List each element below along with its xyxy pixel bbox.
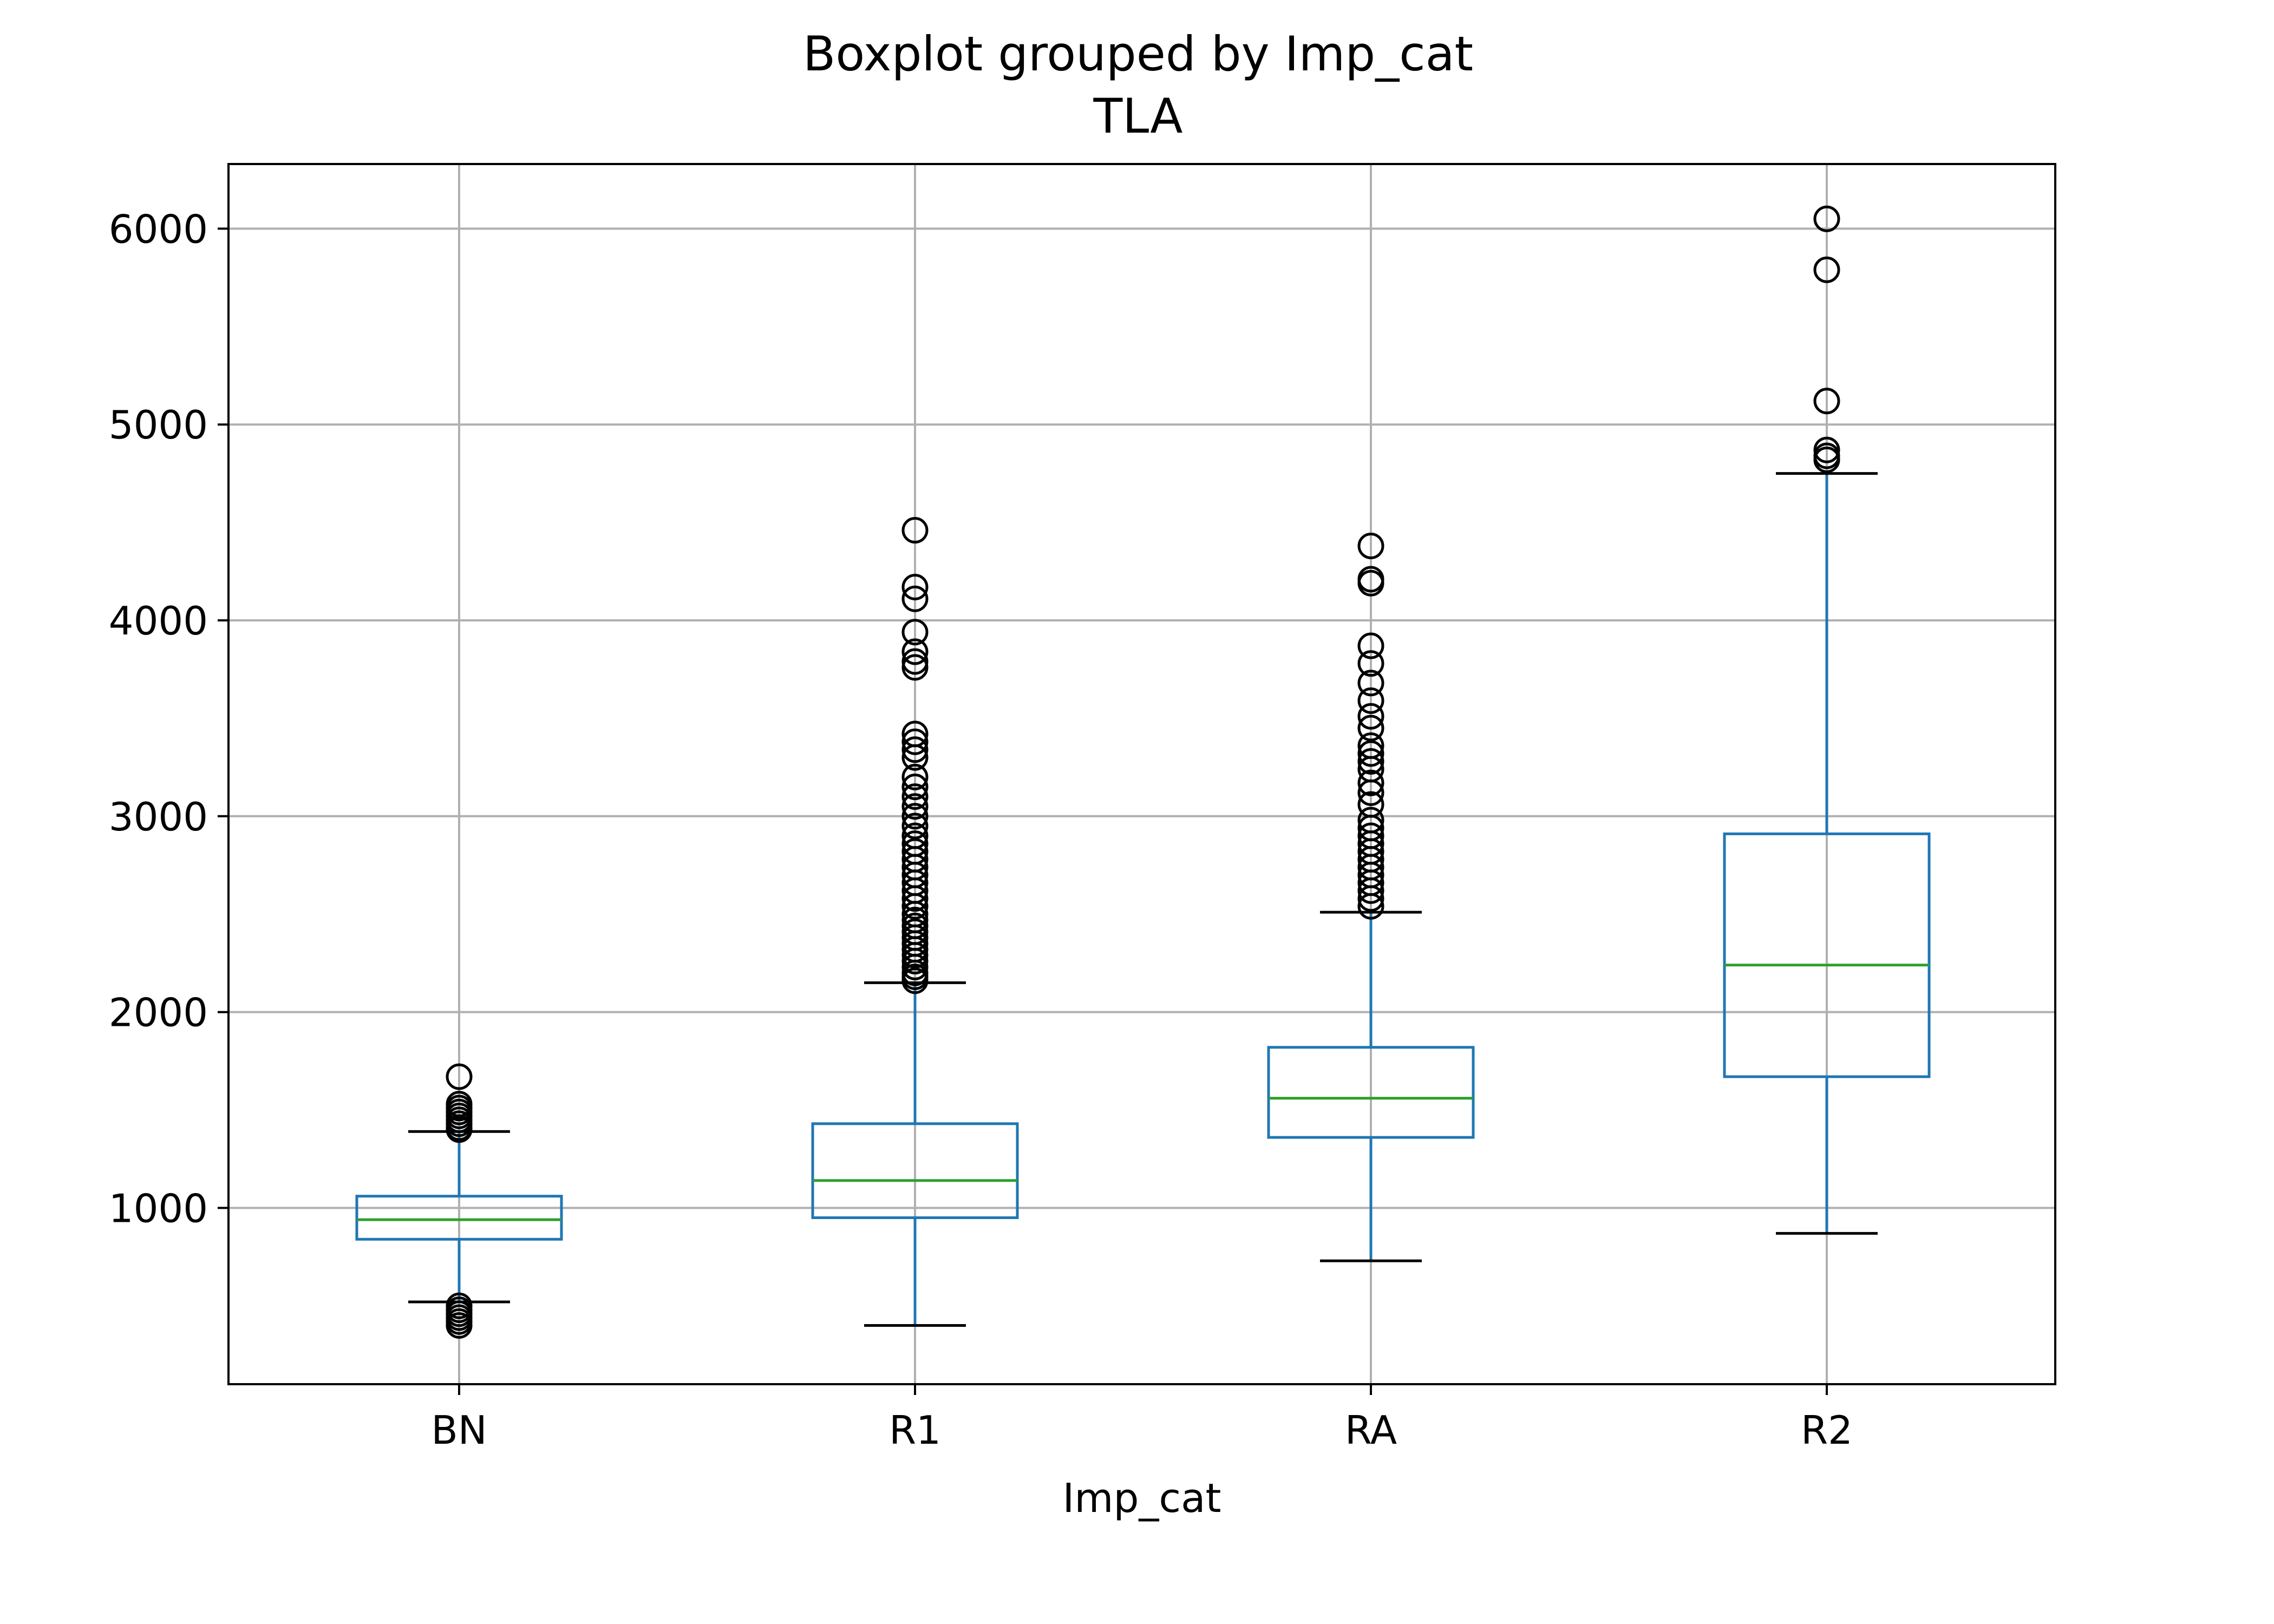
outlier-point — [1357, 715, 1384, 742]
outlier-point — [1357, 877, 1384, 904]
box-group-bn — [355, 1063, 563, 1339]
outlier-point — [901, 803, 929, 830]
chart-title: Boxplot grouped by Imp_cat — [803, 26, 1473, 82]
outlier-point — [1357, 885, 1384, 912]
outlier-point — [901, 813, 929, 840]
outlier-point — [901, 953, 929, 980]
outlier-point — [901, 728, 929, 755]
outlier-point — [901, 942, 929, 969]
y-tick-label: 5000 — [109, 402, 208, 448]
outlier-point — [1357, 740, 1384, 767]
outlier-point — [446, 1312, 473, 1339]
outlier-point — [1357, 632, 1384, 659]
outlier-point — [901, 619, 929, 646]
outlier-point — [901, 783, 929, 810]
outlier-point — [901, 763, 929, 790]
outlier-point — [446, 1063, 473, 1090]
outlier-point — [1813, 256, 1840, 283]
outlier-point — [446, 1116, 473, 1143]
outlier-point — [901, 793, 929, 820]
box-group-ra — [1267, 533, 1475, 1262]
outlier-point — [901, 885, 929, 912]
chart-subtitle: TLA — [1093, 88, 1183, 144]
outlier-point — [1813, 388, 1840, 415]
outlier-point — [1813, 205, 1840, 232]
outlier-point — [1357, 703, 1384, 730]
plot-frame — [227, 163, 2056, 1385]
outlier-point — [1357, 569, 1384, 597]
x-tick-label: RA — [1345, 1407, 1397, 1453]
outlier-point — [901, 648, 929, 675]
outlier-point — [901, 654, 929, 681]
outlier-point — [901, 744, 929, 771]
y-tick-label: 2000 — [109, 990, 208, 1036]
box-group-r1 — [811, 517, 1019, 1327]
outlier-point — [1813, 446, 1840, 473]
x-axis-label: Imp_cat — [1063, 1475, 1221, 1522]
x-tick-label: R1 — [889, 1407, 941, 1453]
axis-ticks: BN R1 RA R2 1000 2000 3000 4000 5000 6000 — [109, 206, 1853, 1453]
outlier-point — [901, 573, 929, 600]
x-tick-label: R2 — [1801, 1407, 1853, 1453]
outlier-point — [1813, 436, 1840, 463]
outlier-point — [1357, 670, 1384, 697]
grid-lines — [228, 164, 2055, 1384]
iqr-box — [355, 1195, 563, 1241]
y-tick-label: 6000 — [109, 206, 208, 252]
outlier-point — [901, 585, 929, 612]
boxes — [355, 205, 1931, 1339]
outlier-point — [1357, 779, 1384, 806]
outlier-point — [901, 736, 929, 763]
iqr-box — [1723, 832, 1931, 1078]
y-tick-label: 1000 — [109, 1186, 208, 1231]
outlier-point — [901, 517, 929, 544]
outlier-point — [1357, 533, 1384, 560]
outlier-point — [901, 774, 929, 801]
y-tick-label: 4000 — [109, 598, 208, 644]
outlier-point — [901, 893, 929, 920]
outlier-point — [1357, 650, 1384, 677]
outlier-point — [901, 638, 929, 665]
outlier-point — [1357, 769, 1384, 796]
outlier-point — [1357, 687, 1384, 714]
box-group-r2 — [1723, 205, 1931, 1235]
outlier-point — [1357, 748, 1384, 775]
iqr-box — [1267, 1046, 1475, 1139]
x-tick-label: BN — [431, 1407, 487, 1453]
iqr-box — [811, 1122, 1019, 1219]
outlier-point — [901, 967, 929, 994]
outlier-point — [1357, 893, 1384, 920]
outlier-point — [901, 948, 929, 975]
y-tick-label: 3000 — [109, 794, 208, 840]
